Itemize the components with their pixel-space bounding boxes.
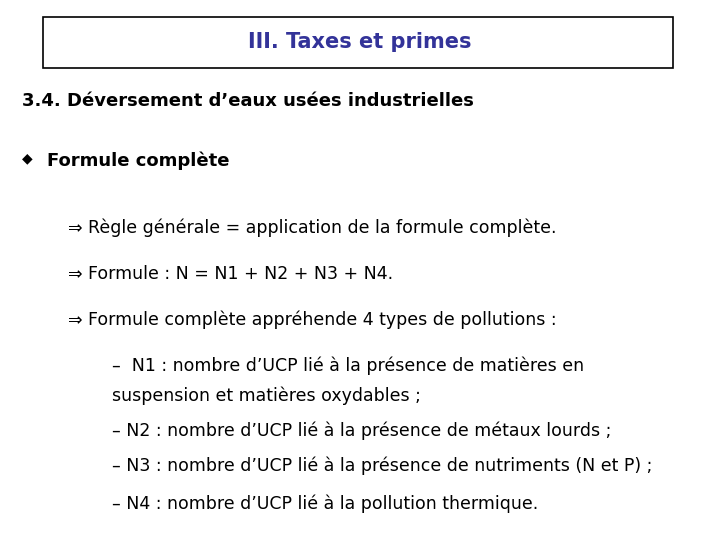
Text: III. Taxes et primes: III. Taxes et primes	[248, 32, 472, 52]
Text: ⇒ Règle générale = application de la formule complète.: ⇒ Règle générale = application de la for…	[68, 219, 557, 237]
Text: 3.4. Déversement d’eaux usées industrielles: 3.4. Déversement d’eaux usées industriel…	[22, 92, 474, 110]
Text: Formule complète: Formule complète	[47, 151, 229, 170]
Text: – N3 : nombre d’UCP lié à la présence de nutriments (N et P) ;: – N3 : nombre d’UCP lié à la présence de…	[112, 456, 652, 475]
Text: ⇒ Formule : N = N1 + N2 + N3 + N4.: ⇒ Formule : N = N1 + N2 + N3 + N4.	[68, 265, 394, 282]
Text: suspension et matières oxydables ;: suspension et matières oxydables ;	[112, 386, 420, 404]
Text: –  N1 : nombre d’UCP lié à la présence de matières en: – N1 : nombre d’UCP lié à la présence de…	[112, 356, 584, 375]
Text: – N4 : nombre d’UCP lié à la pollution thermique.: – N4 : nombre d’UCP lié à la pollution t…	[112, 494, 538, 512]
Text: ⇒ Formule complète appréhende 4 types de pollutions :: ⇒ Formule complète appréhende 4 types de…	[68, 310, 557, 329]
FancyBboxPatch shape	[43, 17, 673, 68]
Text: – N2 : nombre d’UCP lié à la présence de métaux lourds ;: – N2 : nombre d’UCP lié à la présence de…	[112, 421, 611, 440]
Text: ◆: ◆	[22, 151, 32, 165]
